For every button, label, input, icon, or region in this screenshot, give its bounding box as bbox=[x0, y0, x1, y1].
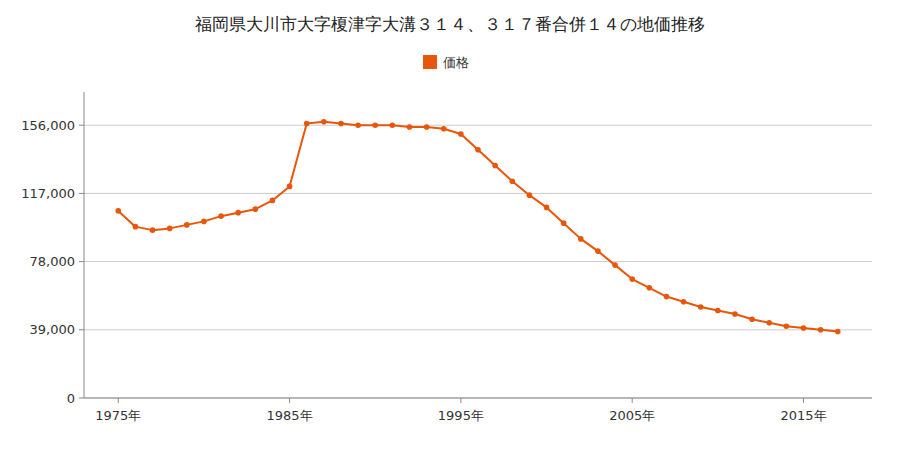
grid bbox=[84, 125, 872, 398]
x-tick-label: 2005年 bbox=[609, 408, 655, 423]
legend-swatch bbox=[423, 55, 437, 69]
x-tick bbox=[289, 398, 290, 403]
point bbox=[664, 294, 670, 300]
point bbox=[544, 205, 550, 211]
point bbox=[441, 126, 447, 132]
y-tick-label: 78,000 bbox=[30, 254, 76, 269]
x-tick bbox=[118, 398, 119, 403]
legend: 価格 bbox=[423, 55, 469, 70]
point bbox=[681, 299, 687, 305]
point bbox=[201, 219, 207, 225]
x-tick-label: 1975年 bbox=[95, 408, 141, 423]
x-tick-label: 1985年 bbox=[267, 408, 313, 423]
background bbox=[0, 0, 900, 450]
y-tick bbox=[79, 193, 84, 194]
point bbox=[475, 147, 481, 153]
point bbox=[527, 192, 533, 198]
point bbox=[321, 119, 327, 125]
point bbox=[629, 276, 635, 282]
point bbox=[304, 121, 310, 127]
y-tick bbox=[79, 261, 84, 262]
point bbox=[338, 121, 344, 127]
point bbox=[115, 208, 121, 214]
y-tick bbox=[79, 398, 84, 399]
point bbox=[150, 227, 156, 233]
title: 福岡県大川市大字榎津字大溝３１４、３１７番合併１４の地価推移 bbox=[195, 14, 705, 34]
point bbox=[270, 198, 276, 204]
point bbox=[732, 311, 738, 317]
point bbox=[235, 210, 241, 216]
point bbox=[167, 226, 173, 232]
x-tick bbox=[803, 398, 804, 403]
point bbox=[818, 327, 824, 333]
point bbox=[784, 324, 790, 330]
x-tick bbox=[460, 398, 461, 403]
grid-line bbox=[84, 329, 872, 330]
point bbox=[561, 220, 567, 226]
y-tick bbox=[79, 329, 84, 330]
x-axis-line bbox=[84, 398, 872, 399]
y-tick-label: 39,000 bbox=[30, 322, 76, 337]
plot-area bbox=[115, 119, 840, 334]
point bbox=[801, 325, 807, 331]
point bbox=[372, 122, 378, 128]
x-tick-label: 1995年 bbox=[438, 408, 484, 423]
y-tick bbox=[79, 125, 84, 126]
x-tick-label: 2015年 bbox=[780, 408, 826, 423]
y-tick-label: 156,000 bbox=[21, 118, 75, 133]
point bbox=[715, 308, 721, 314]
point bbox=[698, 304, 704, 310]
point bbox=[578, 236, 584, 242]
point bbox=[509, 178, 515, 184]
point bbox=[595, 248, 601, 254]
grid-line bbox=[84, 398, 872, 399]
point bbox=[766, 320, 772, 326]
point bbox=[835, 329, 841, 335]
x-tick bbox=[632, 398, 633, 403]
grid-line bbox=[84, 261, 872, 262]
point bbox=[749, 317, 755, 323]
point bbox=[492, 163, 498, 169]
point bbox=[458, 131, 464, 137]
y-axis-line bbox=[84, 92, 85, 398]
point bbox=[424, 124, 430, 130]
point bbox=[253, 206, 259, 212]
line bbox=[118, 122, 837, 332]
chart-svg: 福岡県大川市大字榎津字大溝３１４、３１７番合併１４の地価推移 0 39,000 78,… bbox=[0, 0, 900, 450]
point bbox=[184, 222, 190, 228]
legend-label: 価格 bbox=[443, 55, 469, 70]
y-tick-label: 0 bbox=[67, 391, 75, 406]
point bbox=[647, 285, 653, 291]
grid-line bbox=[84, 125, 872, 126]
point bbox=[407, 124, 413, 130]
point bbox=[355, 122, 361, 128]
chart-container: 福岡県大川市大字榎津字大溝３１４、３１７番合併１４の地価推移 0 39,000 78,… bbox=[0, 0, 900, 450]
grid-line bbox=[84, 193, 872, 194]
axes: 0 39,000 78,000 117,000 156,000 1975年 1985年 199… bbox=[21, 92, 872, 423]
point bbox=[133, 224, 139, 230]
point bbox=[287, 184, 293, 190]
y-tick-label: 117,000 bbox=[21, 186, 75, 201]
point bbox=[218, 213, 224, 219]
point bbox=[612, 262, 618, 268]
point bbox=[390, 122, 396, 128]
